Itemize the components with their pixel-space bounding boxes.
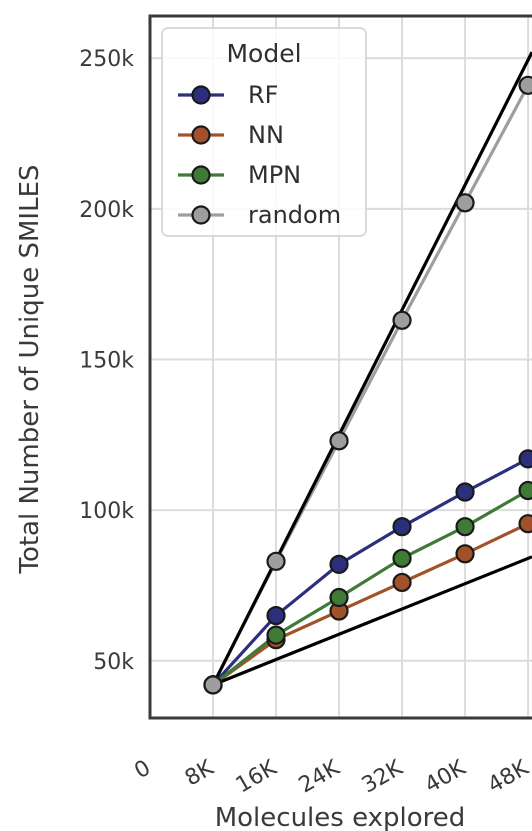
data-point-MPN	[520, 482, 532, 499]
x-tick-label: 8K	[181, 755, 219, 791]
data-point-NN	[394, 574, 411, 591]
y-tick-label: 150k	[79, 348, 134, 373]
data-point-random	[520, 77, 532, 94]
y-tick-label: 250k	[79, 47, 134, 72]
x-tick-label: 0	[130, 756, 155, 785]
data-point-MPN	[394, 550, 411, 567]
data-point-RF	[457, 484, 474, 501]
x-tick-labels: 0 8K 16K 24K 32K 40K 48K	[130, 755, 532, 798]
data-point-NN	[520, 515, 532, 532]
x-tick-label: 40K	[421, 755, 471, 798]
data-point-RF	[520, 450, 532, 467]
legend: Model RF NN MPN random	[162, 28, 366, 236]
data-point-random	[205, 676, 222, 693]
data-point-MPN	[457, 518, 474, 535]
y-axis-title: Total Number of Unique SMILES	[15, 164, 45, 574]
legend-swatch-marker	[193, 87, 210, 104]
data-point-MPN	[331, 589, 348, 606]
legend-swatch-marker	[193, 207, 210, 224]
data-point-random	[457, 194, 474, 211]
y-tick-labels: 50k 100k 150k 200k 250k	[79, 47, 134, 675]
y-tick-label: 100k	[79, 499, 134, 524]
data-point-random	[331, 432, 348, 449]
data-point-RF	[268, 607, 285, 624]
data-point-random	[268, 553, 285, 570]
legend-label: NN	[248, 121, 284, 149]
legend-label: random	[248, 201, 341, 229]
data-point-random	[394, 312, 411, 329]
data-point-RF	[331, 556, 348, 573]
data-point-NN	[457, 545, 474, 562]
x-axis-title: Molecules explored	[215, 803, 466, 831]
y-tick-label: 200k	[79, 198, 134, 223]
legend-label: MPN	[248, 161, 301, 189]
x-tick-label: 32K	[358, 755, 408, 798]
legend-label: RF	[248, 81, 278, 109]
legend-swatch-marker	[193, 127, 210, 144]
data-point-MPN	[268, 627, 285, 644]
x-tick-label: 16K	[232, 755, 282, 798]
x-tick-label: 24K	[295, 755, 345, 798]
legend-swatch-marker	[193, 167, 210, 184]
legend-title: Model	[226, 39, 301, 68]
data-point-RF	[394, 518, 411, 535]
x-tick-label: 48K	[484, 755, 532, 798]
y-tick-label: 50k	[93, 650, 134, 675]
